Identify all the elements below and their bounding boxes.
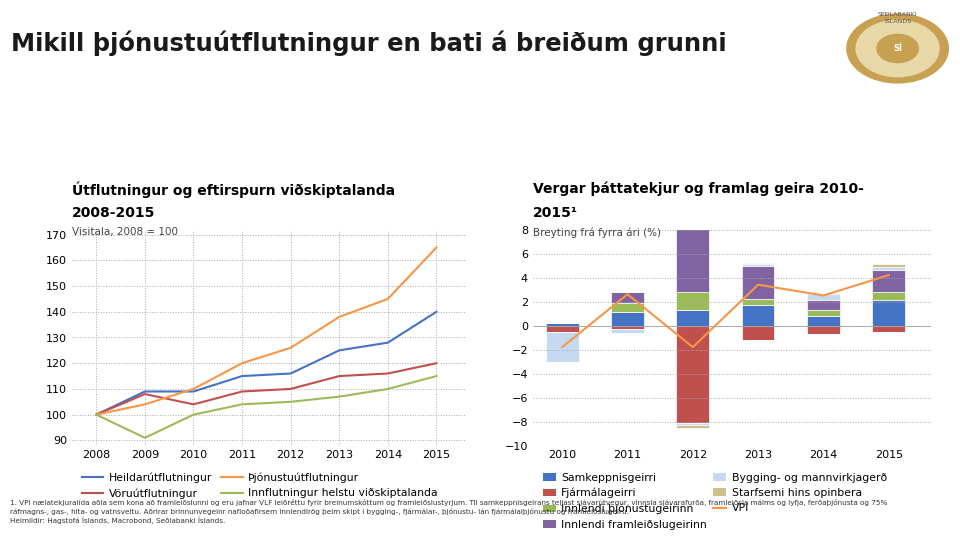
Text: Visitala, 2008 = 100: Visitala, 2008 = 100: [72, 227, 178, 238]
Bar: [742, 299, 775, 305]
Bar: [742, 326, 775, 340]
Text: SÍ: SÍ: [893, 44, 902, 53]
Text: ÍSLANDS: ÍSLANDS: [884, 19, 911, 24]
Bar: [677, 423, 709, 425]
Bar: [873, 264, 905, 267]
Text: Vergar þáttatekjur og framlag geira 2010-: Vergar þáttatekjur og framlag geira 2010…: [533, 182, 864, 197]
Bar: [546, 323, 579, 326]
Bar: [677, 425, 709, 428]
Bar: [612, 312, 644, 326]
Bar: [612, 326, 644, 329]
Bar: [742, 263, 775, 264]
Bar: [677, 310, 709, 326]
Bar: [807, 294, 840, 300]
Bar: [807, 300, 840, 310]
Bar: [742, 266, 775, 299]
Bar: [807, 310, 840, 316]
Text: 2008-2015: 2008-2015: [72, 206, 156, 220]
Bar: [873, 326, 905, 332]
Text: SEÐLABANKI: SEÐLABANKI: [877, 12, 918, 17]
Text: Mikill þjónustuútflutningur en bati á breiðum grunni: Mikill þjónustuútflutningur en bati á br…: [11, 30, 727, 56]
Bar: [873, 300, 905, 326]
Bar: [546, 332, 579, 361]
Bar: [612, 292, 644, 303]
Bar: [873, 267, 905, 271]
Bar: [546, 326, 579, 332]
Bar: [742, 305, 775, 326]
Text: 1. VPI nælatekjuralída aðla sem kona að framleiðslunni og eru jafnar VLF leiðrét: 1. VPI nælatekjuralída aðla sem kona að …: [10, 500, 887, 523]
Legend: Heildarútflutningur, Vöruútflutningur, Þjónustuútflutningur, Innflutningur helst: Heildarútflutningur, Vöruútflutningur, Þ…: [78, 468, 442, 503]
Circle shape: [876, 35, 919, 63]
Bar: [873, 271, 905, 292]
Circle shape: [856, 21, 939, 77]
Bar: [612, 329, 644, 333]
Bar: [807, 316, 840, 326]
Circle shape: [847, 14, 948, 83]
Bar: [742, 264, 775, 266]
Bar: [807, 326, 840, 334]
Text: Útflutningur og eftirspurn viðskiptalanda: Útflutningur og eftirspurn viðskiptaland…: [72, 182, 396, 199]
Bar: [677, 292, 709, 310]
Bar: [677, 326, 709, 423]
Text: • Samkeppnisgeirinn vegur þungt í hagvexti síðasta árs og þá sérstaklega ferðama: • Samkeppnisgeirinn vegur þungt í hagvex…: [12, 153, 956, 176]
Legend: Samkeppnisgeirri, Fjármálageirri, Innlendi þjónustugeirinn, Innlendi framleiðslu: Samkeppnisgeirri, Fjármálageirri, Innlen…: [539, 468, 891, 534]
Bar: [677, 219, 709, 292]
Bar: [612, 303, 644, 312]
Bar: [807, 293, 840, 294]
Text: Breyting frá fyrra ári (%): Breyting frá fyrra ári (%): [533, 227, 660, 238]
Text: 2015¹: 2015¹: [533, 206, 578, 220]
Text: • Mikill útflutningsvöxtur borinn upp af þjónustuútflutningi sem jókst um 13,7% : • Mikill útflutningsvöxtur borinn upp af…: [12, 93, 927, 116]
Bar: [873, 292, 905, 300]
